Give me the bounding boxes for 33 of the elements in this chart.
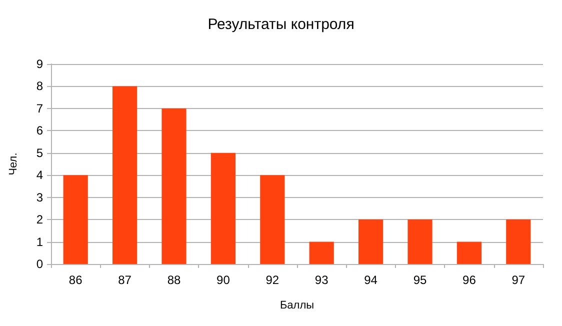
x-tick-label: 94 — [364, 273, 378, 287]
chart-title: Результаты контроля — [208, 16, 354, 33]
y-tick-label: 3 — [36, 190, 44, 204]
x-tick-label: 86 — [68, 273, 83, 287]
bar — [309, 242, 334, 264]
x-tick-label: 96 — [462, 273, 476, 287]
x-tick-label: 95 — [413, 273, 427, 287]
bar — [456, 242, 482, 264]
y-axis-title: Чел. — [8, 152, 20, 176]
bar — [63, 175, 88, 264]
x-tick-label: 93 — [314, 273, 329, 287]
y-tick-label: 8 — [36, 79, 44, 94]
y-tick-label: 5 — [36, 146, 44, 160]
bar — [162, 108, 186, 264]
x-tick-label: 97 — [512, 273, 526, 287]
bar — [210, 152, 236, 264]
y-tick-label: 7 — [36, 101, 44, 116]
x-tick-label: 88 — [167, 273, 181, 287]
x-tick-label: 90 — [216, 273, 230, 287]
bar — [112, 86, 138, 264]
bar — [506, 220, 531, 264]
y-tick-label: 2 — [36, 212, 44, 227]
y-tick-label: 1 — [36, 234, 44, 249]
bar — [358, 220, 384, 264]
x-tick-label: 87 — [118, 273, 132, 287]
y-tick-label: 4 — [36, 168, 44, 182]
bar — [260, 175, 285, 264]
x-tick-label: 92 — [266, 273, 280, 287]
y-tick-label: 9 — [36, 57, 44, 71]
bar — [408, 220, 432, 264]
y-tick-label: 6 — [36, 124, 44, 138]
y-tick-label: 0 — [36, 257, 44, 271]
x-axis-title: Баллы — [280, 300, 314, 312]
